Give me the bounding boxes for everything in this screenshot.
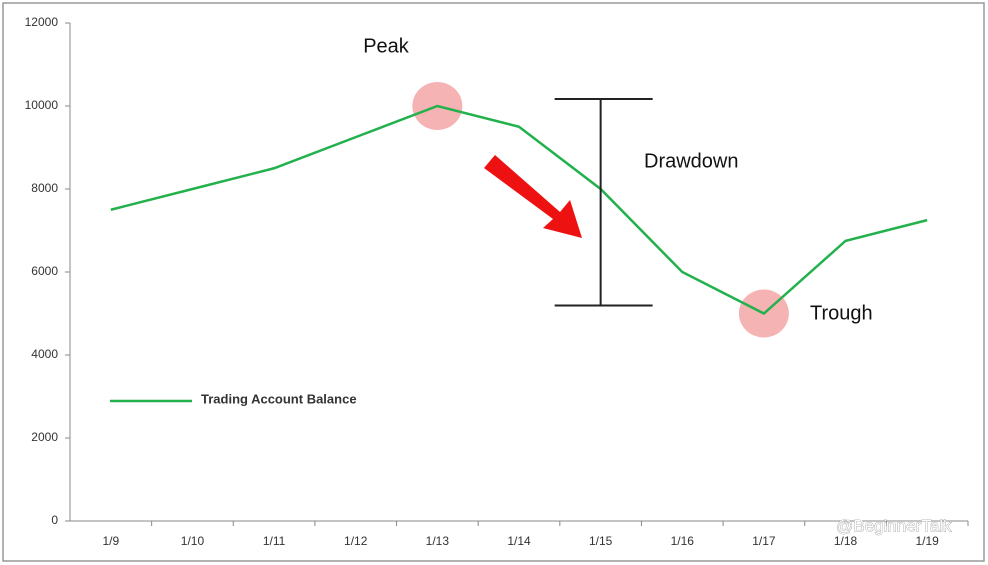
legend-label: Trading Account Balance xyxy=(201,391,357,406)
y-tick-label: 0 xyxy=(51,513,58,527)
x-tick-label: 1/18 xyxy=(834,534,858,548)
watermark: @BeginnerTalk xyxy=(836,516,952,535)
annotation: Peak xyxy=(363,35,410,57)
x-tick-label: 1/15 xyxy=(589,534,613,548)
series-line xyxy=(110,104,928,316)
x-tick-label: 1/12 xyxy=(344,534,368,548)
y-tick-label: 4000 xyxy=(31,347,58,361)
annotation: Trough xyxy=(810,302,873,324)
arrow xyxy=(484,155,582,238)
x-tick-label: 1/10 xyxy=(181,534,205,548)
y-tick-label: 6000 xyxy=(31,264,58,278)
y-tick-label: 12000 xyxy=(25,15,59,29)
x-tick-label: 1/17 xyxy=(752,534,776,548)
x-tick-label: 1/16 xyxy=(671,534,695,548)
x-tick-label: 1/13 xyxy=(426,534,450,548)
y-tick-label: 2000 xyxy=(31,430,58,444)
annotation: Drawdown xyxy=(644,150,738,172)
x-tick-label: 1/9 xyxy=(102,534,119,548)
x-tick-label: 1/19 xyxy=(916,534,940,548)
y-tick-label: 8000 xyxy=(31,181,58,195)
y-tick-label: 10000 xyxy=(25,98,59,112)
x-tick-label: 1/14 xyxy=(507,534,531,548)
x-tick-label: 1/11 xyxy=(263,534,286,548)
